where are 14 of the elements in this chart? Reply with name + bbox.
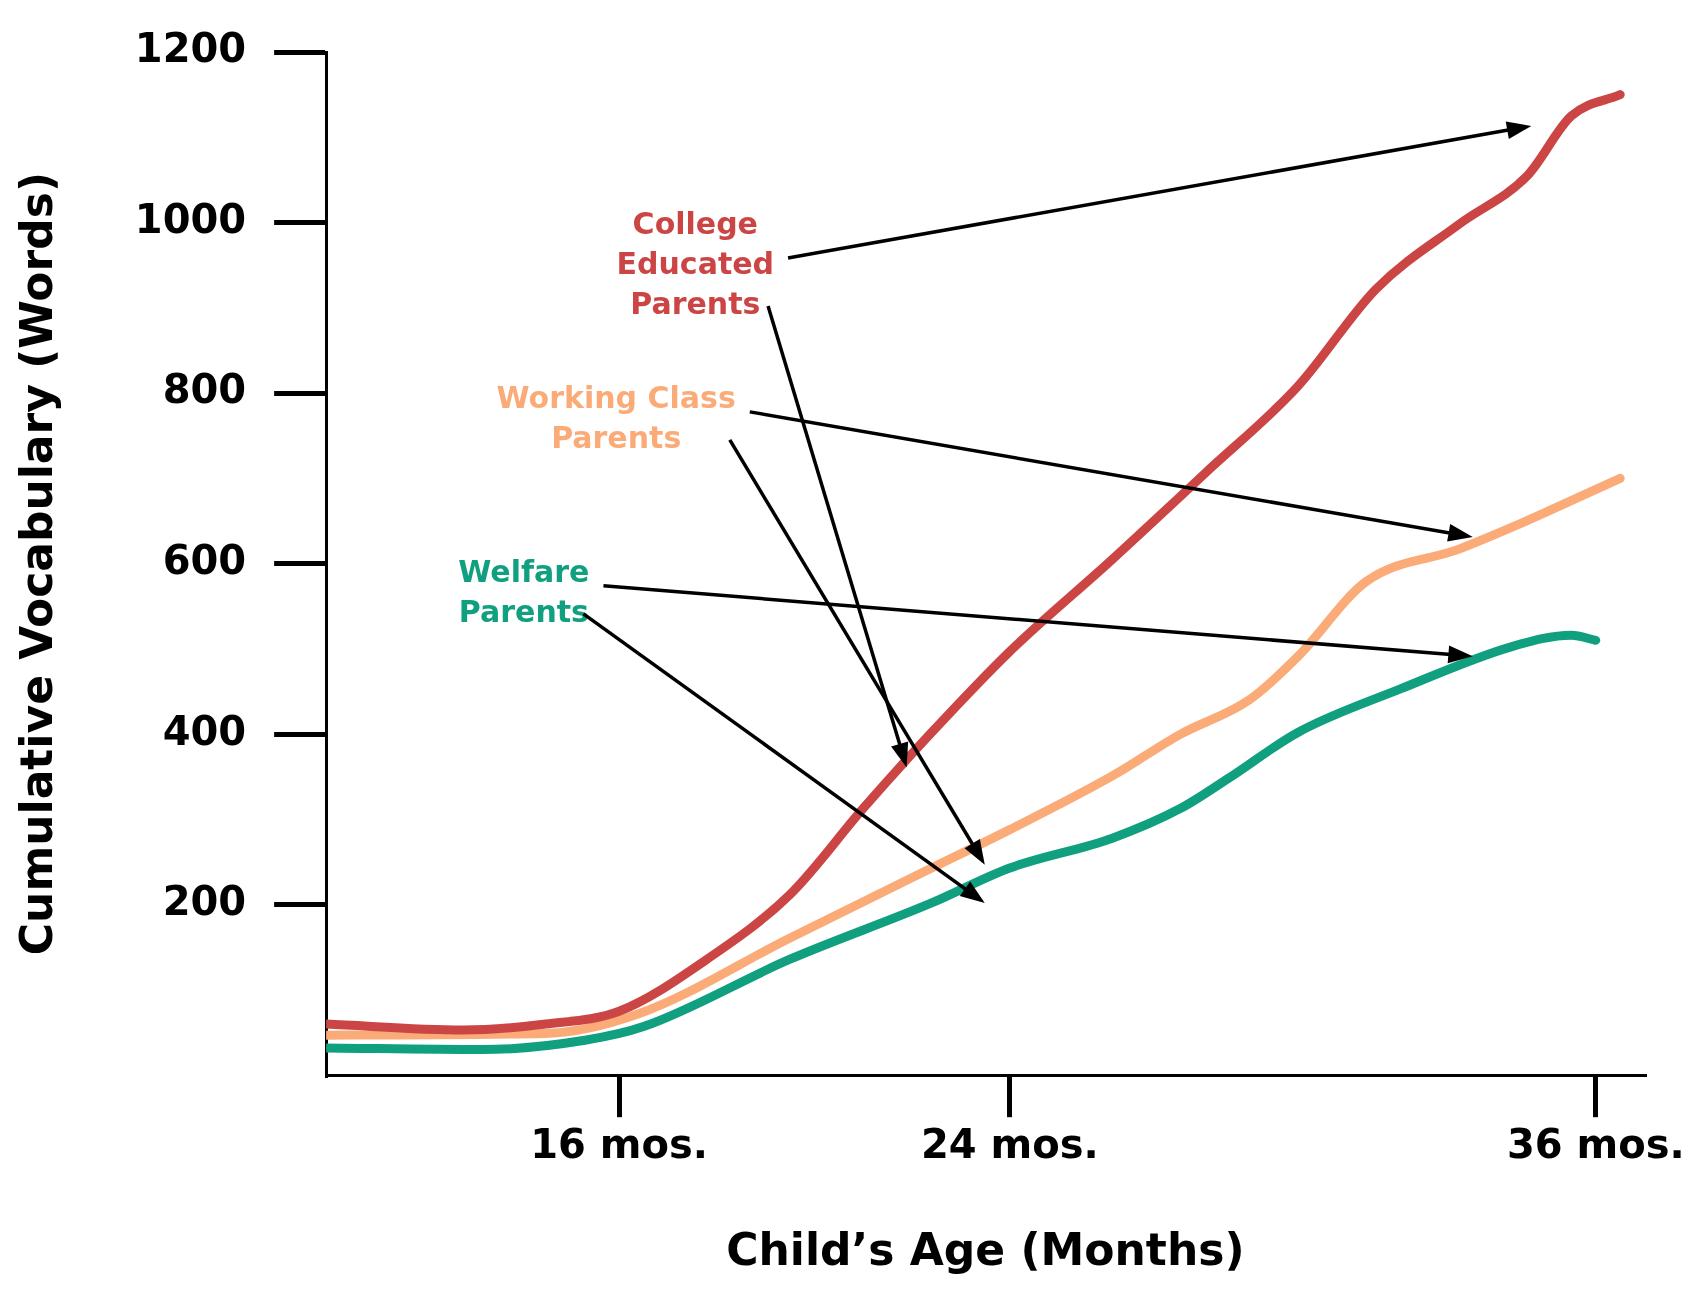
y-tick-label: 800: [162, 366, 247, 413]
text: College Educated Parents: [616, 205, 775, 321]
text: Welfare Parents: [458, 553, 590, 629]
x-tick-label: 36 mos.: [1506, 1120, 1685, 1167]
text: Working Class Parents: [496, 379, 736, 455]
x-axis-title: Child’s Age (Months): [726, 1224, 1245, 1276]
x-tick-label: 24 mos.: [920, 1120, 1099, 1167]
y-axis-title: Cumulative Vocabulary (Words): [10, 171, 62, 956]
y-tick-label: 1000: [134, 195, 247, 242]
y-tick-label: 400: [162, 707, 247, 754]
x-tick-label: 16 mos.: [530, 1120, 708, 1167]
y-tick-label: 1200: [134, 25, 247, 72]
y-tick-label: 200: [162, 878, 247, 925]
y-tick-label: 600: [162, 536, 247, 583]
